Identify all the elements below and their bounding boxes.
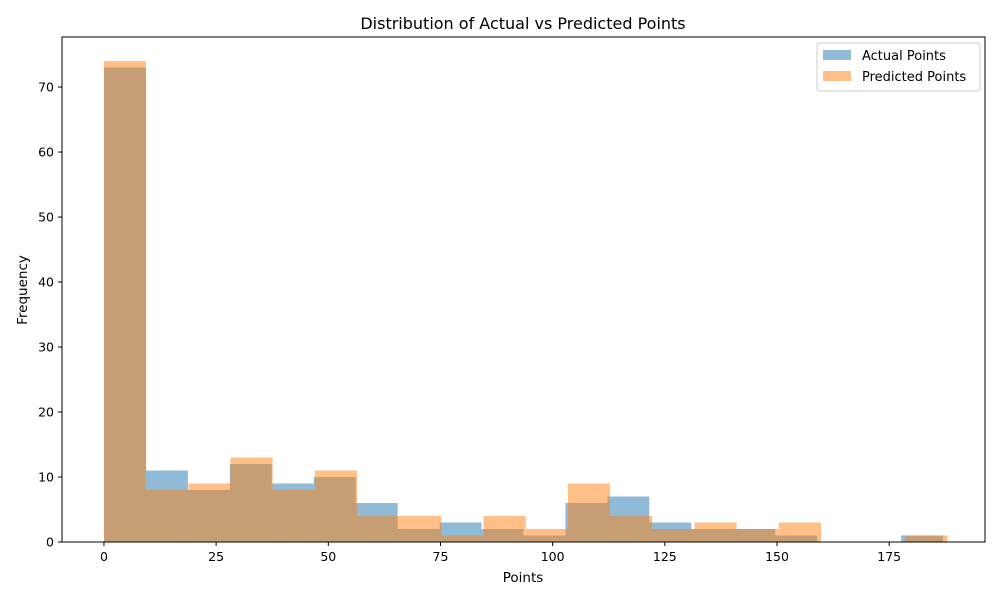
x-tick-label: 125 [653,549,677,564]
chart-title: Distribution of Actual vs Predicted Poin… [360,14,685,33]
histogram-bar [146,490,189,542]
histogram-bar [103,61,147,543]
histogram-bar [905,535,948,542]
x-tick-label: 75 [433,549,449,564]
histogram-bar [399,516,442,542]
y-tick-label: 10 [38,470,54,485]
x-tick-label: 150 [765,549,789,564]
histogram-bar [483,516,526,542]
legend-swatch-predicted [823,71,851,81]
legend-swatch-actual [823,50,851,60]
legend-label-predicted: Predicted Points [862,70,966,85]
histogram-bar [567,483,611,542]
x-tick-label: 50 [320,549,336,564]
x-tick-label: 175 [877,549,901,564]
x-tick-label: 100 [541,549,565,564]
histogram-bar [778,522,821,542]
histogram-bar [610,516,653,542]
y-tick-label: 70 [38,80,54,95]
histogram-bar [736,529,779,542]
series-0 [103,67,944,543]
y-tick-label: 50 [38,210,54,225]
histogram-bar [525,529,568,542]
axes-layer: 0 25 50 75 100 125 150 175 0 10 20 30 40 50 60 70 [38,36,986,564]
series-1 [103,61,948,543]
histogram-bar [188,483,231,542]
legend-label-actual: Actual Points [862,49,946,64]
y-tick-label: 40 [38,275,54,290]
y-axis-label: Frequency [15,255,31,325]
histogram-bar [314,470,358,542]
plot-frame [61,36,986,543]
histogram-bar [694,522,737,542]
x-axis-label: Points [503,570,544,586]
y-tick-label: 30 [38,340,54,355]
x-tick-label: 0 [100,549,108,564]
y-tick-label: 60 [38,145,54,160]
y-tick-label: 0 [46,535,54,550]
histogram-bar [272,490,315,542]
bars-layer [103,61,948,543]
legend-frame [816,42,981,92]
histogram-bar [441,535,484,542]
histogram-bar [357,516,400,542]
y-tick-label: 20 [38,405,54,420]
histogram-bar [652,529,695,542]
histogram-bar [230,457,273,542]
x-tick-label: 25 [208,549,224,564]
legend: Actual Points Predicted Points [816,42,981,92]
